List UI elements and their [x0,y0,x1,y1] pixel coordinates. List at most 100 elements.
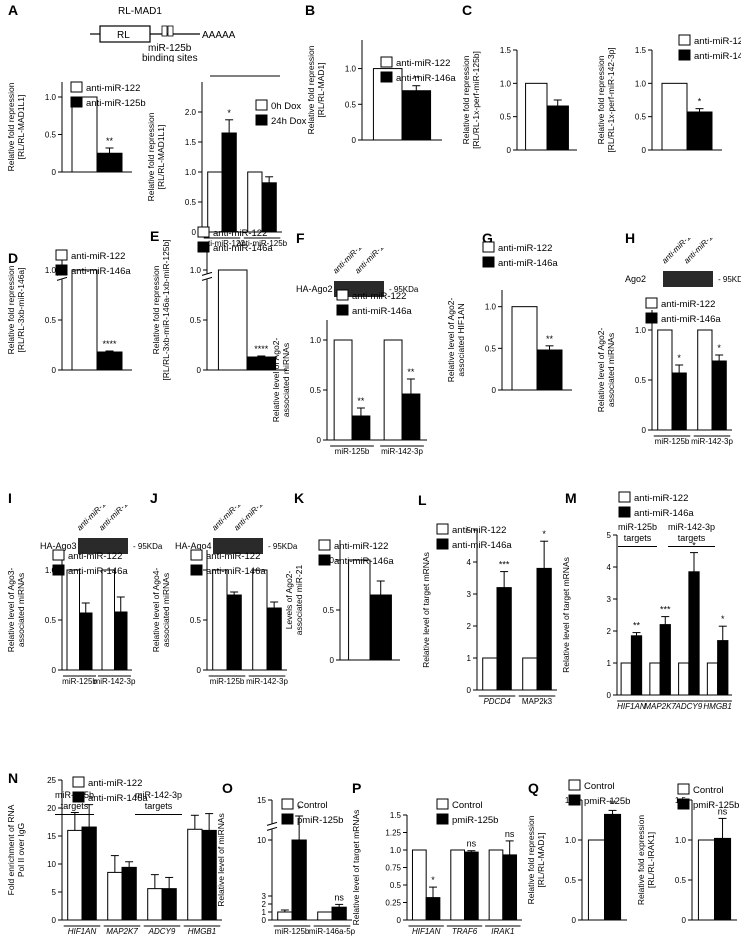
bar-pmir-125b-irak1 [502,854,518,921]
bar-anti-mir-146a-map2k7 [659,624,671,696]
chart-e: 0 0.5 1.0 Relative fold repression [RL/RL-3x… [151,239,287,381]
panel-label: L [418,492,427,508]
panel-label: M [565,490,577,506]
panel-label: K [294,490,305,506]
legend-label: anti-miR-122 [396,58,450,69]
panel-label: E [150,228,160,244]
chart-g: 0 0.5 1.0 Relative level of Ago2- associated… [446,290,572,395]
y-axis-label: Relative fold repression [526,815,536,904]
legend: anti-miR-122 anti-miR-146a [618,491,694,519]
chart-h: 0 0.5 1.0 Relative level of Ago2- associated… [596,310,733,446]
legend: anti-miR-122 anti-miR-146a [318,539,394,567]
y-tick-label: 1.0 [45,93,57,102]
legend-label: Control [584,781,615,792]
legend-label: anti-miR-146a [88,793,148,804]
binding-note-1: miR-125b [148,43,192,54]
y-tick-label: 3 [262,892,267,901]
legend-swatch [52,564,65,576]
bar-0h-dox-anti-mir-122 [207,171,223,233]
legend: anti-miR-122 anti-miR-146a [52,549,128,577]
bar-control-irak1 [488,849,504,921]
panel-label: D [8,250,19,266]
bar-anti-mir-146a-mir-125b [351,415,371,441]
legend-label: anti-miR-122 [86,83,140,94]
y-axis-label: Relative fold repression [146,112,156,201]
legend-swatch [197,226,210,238]
axis-break-mark [266,826,278,831]
bar-control-mir-146a-5p [317,911,333,921]
legend-label: anti-miR-146a [68,566,128,577]
legend: anti-miR-122 anti-miR-146a [190,549,266,577]
y-axis-label: Relative fold repression [151,265,161,354]
legend-swatch [380,71,393,83]
legend-label: anti-miR-122 [68,551,122,562]
y-axis-label: Relative level of Ago4- [151,568,161,653]
y-axis-label: Relative fold repression [461,55,471,144]
significance-label: ns [505,829,515,839]
category-label: HIF1AN [68,927,97,936]
legend: anti-miR-122 anti-miR-146a [55,249,131,277]
bar-24h-dox-anti-mir-122 [221,132,237,233]
y-axis-label: Relative level of miRNAs [216,813,226,907]
blot-size: - 95KDa [389,285,419,294]
panel-label: J [150,490,158,506]
legend: anti-miR-122 anti-miR-125b [70,81,146,109]
legend-swatch [482,256,495,268]
legend-swatch [436,813,449,825]
legend-swatch [255,114,268,126]
category-label: miR-125b [210,677,245,686]
legend-label: 0h Dox [271,101,301,112]
legend-swatch [568,794,581,806]
panel-label: A [8,2,19,18]
bar-anti-mir-122-hmgb1 [187,828,203,921]
y-tick-label: 2 [607,627,612,636]
y-tick-label: 0.5 [310,386,322,395]
legend: Control pmiR-125b [281,798,343,826]
y-tick-label: 1 [262,908,267,917]
legend: anti-miR-122 anti-miR-146a [380,56,456,84]
significance-label: ns [467,839,477,849]
y-tick-label: 3 [607,595,612,604]
panel-label: B [305,2,316,18]
bar-pmir-125b-mir-125b [291,839,307,921]
bar-anti-mir-146a-mir-142-3p [401,393,421,441]
panel-label: P [352,780,362,796]
category-label: miR-142-3p [691,437,733,446]
bar-anti-mir-122-mir-142-3p [101,569,115,671]
y-axis-label: associated miR-21 [294,565,304,636]
legend-label: anti-miR-146a [498,258,558,269]
target-group-label: miR-125b targets [55,790,95,815]
significance-label: **** [102,339,117,349]
y-tick-label: 4 [607,563,612,572]
bar-pmir-125b-value [604,813,622,921]
significance-label: ns [334,892,344,902]
y-tick-label: 0.5 [635,113,647,122]
blot-title: HA-Ago2 [296,284,333,294]
chart-a2: 0 0.5 1.0 1.5 2.0 Relative fold repression [RL… [146,82,288,248]
blot-band [78,538,128,554]
legend-label: pmiR-125b [584,796,630,807]
legend-label: anti-miR-122 [352,291,406,302]
y-tick-label: 0 [197,666,202,675]
significance-label: * [297,804,301,814]
y-axis-label: [RL/RL-3xb-miR-146a] [16,267,26,352]
y-tick-label: 0.5 [345,100,357,109]
construct-label: RL-MAD1 [118,6,162,17]
y-axis-label: Relative level of target mRNAs [561,557,571,673]
legend-swatch [318,539,331,551]
bar-anti-mir-146a-hmgb1 [717,640,729,696]
y-tick-label: 0.5 [485,344,497,353]
bar-anti-mir-122-mir-125b [333,339,353,441]
y-tick-label: 1.0 [310,336,322,345]
bar-0h-dox-anti-mir-125b [247,171,263,233]
bar-anti-mir-146a-mir-125b [226,594,242,671]
legend-label: anti-miR-146a [634,508,694,519]
blot-size: - 95KDa [718,275,741,284]
y-tick-label: 5 [607,531,612,540]
legend-label: Control [693,785,724,796]
legend-label: Control [452,800,483,811]
